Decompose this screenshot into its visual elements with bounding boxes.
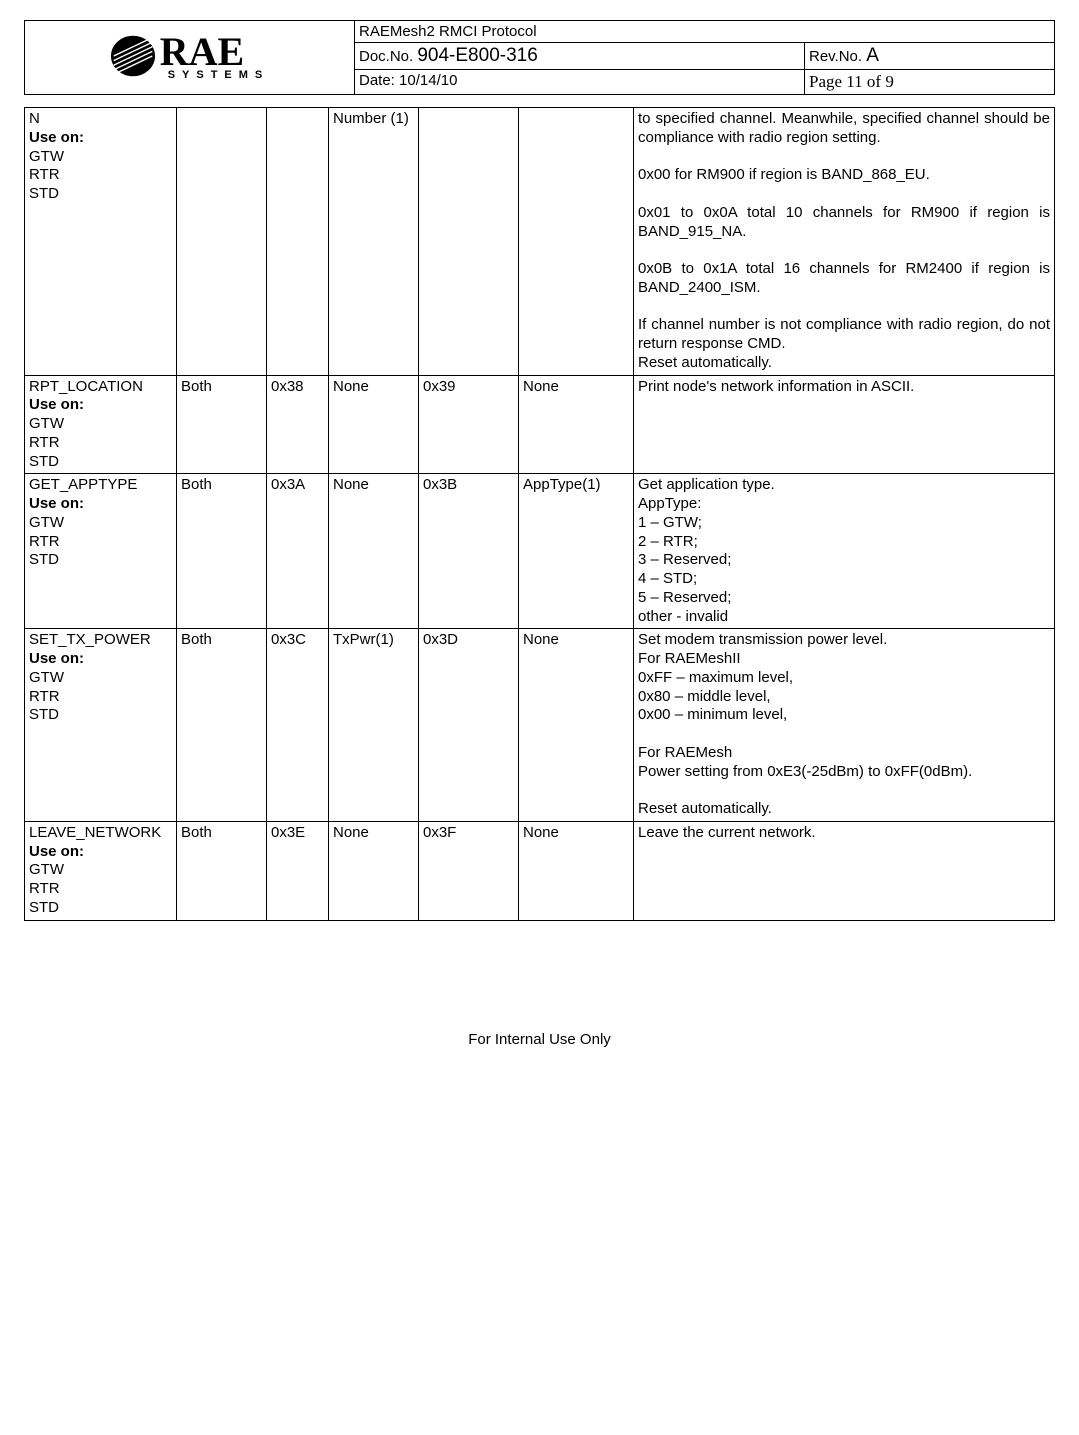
description-cell: Set modem transmission power level.For R… bbox=[634, 629, 1055, 822]
response-code-cell bbox=[419, 108, 519, 376]
footer-text: For Internal Use Only bbox=[24, 1031, 1055, 1048]
logo-sub: SYSTEMS bbox=[168, 70, 270, 81]
protocol-table: NUse on:GTWRTRSTD Number (1) to specified … bbox=[24, 107, 1055, 921]
response-data-cell: None bbox=[519, 375, 634, 474]
description-cell: Get application type.AppType:1 – GTW;2 –… bbox=[634, 474, 1055, 629]
response-data-cell bbox=[519, 108, 634, 376]
request-data-cell: Number (1) bbox=[329, 108, 419, 376]
request-code-cell: 0x3E bbox=[267, 821, 329, 920]
cmd-name-cell: SET_TX_POWERUse on:GTWRTRSTD bbox=[25, 629, 177, 822]
docno-value: 904-E800-316 bbox=[417, 45, 537, 66]
page-label: Page bbox=[809, 72, 842, 91]
table-row: LEAVE_NETWORKUse on:GTWRTRSTDBoth0x3ENon… bbox=[25, 821, 1055, 920]
request-data-cell: TxPwr(1) bbox=[329, 629, 419, 822]
direction-cell: Both bbox=[177, 629, 267, 822]
request-code-cell: 0x3A bbox=[267, 474, 329, 629]
direction-cell: Both bbox=[177, 375, 267, 474]
response-data-cell: AppType(1) bbox=[519, 474, 634, 629]
request-data-cell: None bbox=[329, 474, 419, 629]
direction-cell: Both bbox=[177, 474, 267, 629]
request-data-cell: None bbox=[329, 375, 419, 474]
description-cell: Print node's network information in ASCI… bbox=[634, 375, 1055, 474]
date-label: Date: bbox=[359, 72, 395, 89]
cmd-name-cell: RPT_LOCATIONUse on:GTWRTRSTD bbox=[25, 375, 177, 474]
request-data-cell: None bbox=[329, 821, 419, 920]
rae-logo-icon bbox=[110, 33, 156, 79]
doc-title: RAEMesh2 RMCI Protocol bbox=[355, 21, 1055, 43]
page-of: of bbox=[867, 72, 881, 91]
response-code-cell: 0x3D bbox=[419, 629, 519, 822]
request-code-cell: 0x3C bbox=[267, 629, 329, 822]
doc-header: RAE SYSTEMS RAEMesh2 RMCI Protocol Doc.N… bbox=[24, 20, 1055, 95]
response-data-cell: None bbox=[519, 821, 634, 920]
response-code-cell: 0x3B bbox=[419, 474, 519, 629]
response-data-cell: None bbox=[519, 629, 634, 822]
response-code-cell: 0x39 bbox=[419, 375, 519, 474]
cmd-name-cell: GET_APPTYPEUse on:GTWRTRSTD bbox=[25, 474, 177, 629]
revno-label: Rev.No. bbox=[809, 48, 862, 65]
revno-cell: Rev.No. A bbox=[805, 43, 1055, 70]
docno-label: Doc.No. bbox=[359, 48, 413, 65]
direction-cell: Both bbox=[177, 821, 267, 920]
table-row: NUse on:GTWRTRSTD Number (1) to specified … bbox=[25, 108, 1055, 376]
page-cell: Page 11 of 9 bbox=[805, 70, 1055, 95]
page-cur: 11 bbox=[846, 72, 862, 91]
direction-cell bbox=[177, 108, 267, 376]
docno-cell: Doc.No. 904-E800-316 bbox=[355, 43, 805, 70]
description-cell: Leave the current network. bbox=[634, 821, 1055, 920]
description-cell: to specified channel. Meanwhile, specifi… bbox=[634, 108, 1055, 376]
logo-name: RAE bbox=[160, 32, 244, 72]
request-code-cell: 0x38 bbox=[267, 375, 329, 474]
date-cell: Date: 10/14/10 bbox=[355, 70, 805, 95]
cmd-name-cell: LEAVE_NETWORKUse on:GTWRTRSTD bbox=[25, 821, 177, 920]
table-row: SET_TX_POWERUse on:GTWRTRSTDBoth0x3CTxPw… bbox=[25, 629, 1055, 822]
request-code-cell bbox=[267, 108, 329, 376]
response-code-cell: 0x3F bbox=[419, 821, 519, 920]
logo-cell: RAE SYSTEMS bbox=[25, 21, 355, 95]
table-row: RPT_LOCATIONUse on:GTWRTRSTDBoth0x38None… bbox=[25, 375, 1055, 474]
date-value: 10/14/10 bbox=[399, 72, 457, 89]
cmd-name-cell: NUse on:GTWRTRSTD bbox=[25, 108, 177, 376]
page-total: 9 bbox=[885, 72, 894, 91]
revno-value: A bbox=[866, 45, 879, 66]
table-row: GET_APPTYPEUse on:GTWRTRSTDBoth0x3ANone0… bbox=[25, 474, 1055, 629]
